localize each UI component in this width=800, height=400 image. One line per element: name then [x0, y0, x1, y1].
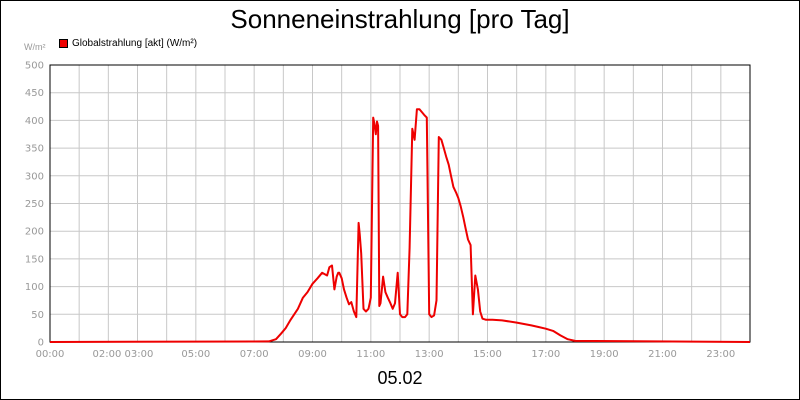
x-tick-label: 00:00: [36, 349, 65, 360]
x-axis-date-label: 05.02: [377, 368, 423, 388]
x-tick-label: 15:00: [473, 349, 502, 360]
x-tick-label: 17:00: [531, 349, 560, 360]
y-tick-label: 350: [25, 144, 44, 155]
x-tick-label: 05:00: [181, 349, 210, 360]
chart-title: Sonneneinstrahlung [pro Tag]: [230, 4, 570, 34]
y-tick-label: 50: [31, 310, 44, 321]
legend-label: Globalstrahlung [akt] (W/m²): [72, 38, 198, 49]
series-line-globalstrahlung: [49, 108, 751, 343]
y-axis-unit-label: W/m²: [24, 42, 46, 52]
legend-swatch: [59, 39, 68, 48]
y-tick-label: 150: [25, 254, 44, 265]
y-tick-label: 500: [25, 61, 44, 72]
y-tick-label: 0: [38, 338, 44, 349]
y-tick-label: 450: [25, 88, 44, 99]
y-tick-label: 100: [25, 282, 44, 293]
x-tick-label: 23:00: [706, 349, 735, 360]
x-tick-label: 11:00: [356, 349, 385, 360]
x-tick-label: 09:00: [298, 349, 327, 360]
legend: Globalstrahlung [akt] (W/m²): [59, 38, 197, 49]
x-tick-label: 13:00: [415, 349, 444, 360]
y-tick-label: 400: [25, 116, 44, 127]
x-tick-label: 07:00: [240, 349, 269, 360]
y-tick-label: 250: [25, 199, 44, 210]
y-tick-label: 300: [25, 171, 44, 182]
y-tick-label: 200: [25, 227, 44, 238]
plot-border: [49, 64, 751, 343]
x-tick-label: 02:00 03:00: [93, 349, 154, 360]
x-tick-label: 19:00: [590, 349, 619, 360]
x-tick-label: 21:00: [648, 349, 677, 360]
